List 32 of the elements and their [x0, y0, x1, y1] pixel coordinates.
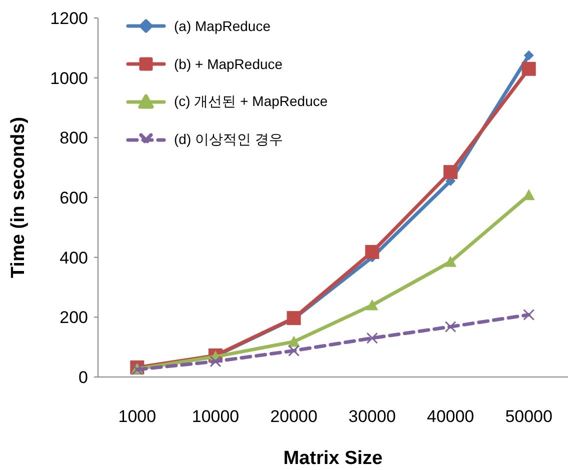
point [523, 309, 535, 321]
y-tick-label: 1200 [50, 9, 88, 28]
y-tick-label: 200 [60, 308, 88, 328]
legend-label: (b) + MapReduce [174, 56, 283, 72]
x-tick-label: 40000 [426, 407, 474, 426]
legend-label: (d) 이상적인 경우 [174, 131, 283, 149]
point [366, 299, 378, 310]
point [365, 244, 380, 259]
y-tick-label: 400 [60, 248, 88, 268]
point [288, 344, 300, 356]
x-tick-label: 30000 [348, 407, 396, 426]
x-tick-label: 50000 [505, 407, 552, 426]
point [210, 356, 222, 368]
legend-label: (c) 개선된 + MapReduce [174, 93, 328, 111]
point [444, 256, 456, 267]
point [288, 336, 300, 347]
x-axis-title: Matrix Size [283, 448, 383, 469]
y-tick-label: 1000 [50, 68, 88, 88]
point [444, 165, 458, 180]
y-tick-label: 800 [60, 128, 88, 148]
y-axis-title: Time (in seconds) [8, 116, 29, 278]
x-tick-label: 1000 [118, 407, 156, 426]
x-tick-label: 20000 [270, 407, 318, 426]
point [366, 332, 378, 344]
point [522, 62, 536, 76]
point [444, 320, 456, 332]
y-tick-label: 600 [60, 188, 88, 208]
point [286, 311, 301, 326]
legend-label: (a) MapReduce [174, 18, 270, 34]
x-tick-label: 10000 [192, 407, 240, 426]
point [524, 50, 534, 60]
y-tick-label: 0 [78, 368, 88, 387]
